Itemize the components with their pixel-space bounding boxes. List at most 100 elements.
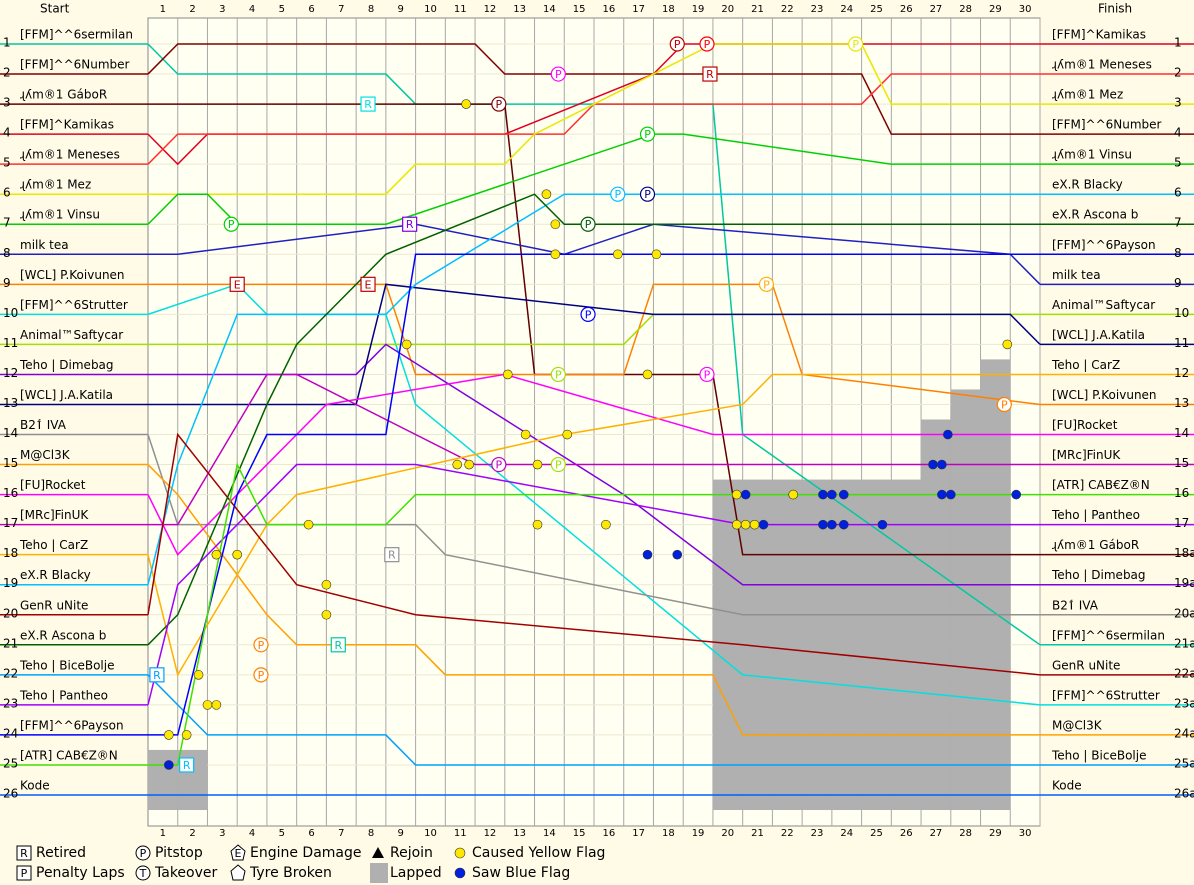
blue-flag [838,519,849,530]
start-position: 17 [3,516,18,530]
start-position: 20 [3,606,18,620]
lap-label: 28 [959,4,972,15]
start-name: Teho | CarZ [19,538,88,552]
start-name: [FFM]^Kamikas [20,118,114,132]
finish-name: [FU]Rocket [1052,418,1118,432]
yellow-flag [181,730,192,740]
start-name: [FFM]^^6Strutter [20,298,128,312]
pitstop-marker [550,366,566,383]
yellow-flag [651,249,662,260]
start-name: [FFM]^^6Number [20,58,130,72]
event-symbol: P [228,218,235,231]
lap-label: 10 [424,828,437,839]
yellow-flag [788,489,799,500]
yellow-flag [601,519,611,530]
start-position: 10 [3,306,18,320]
lap-label: 10 [424,4,437,15]
yellow-flag [731,519,742,530]
start-position: 23 [3,696,18,710]
lap-label: 5 [279,4,285,15]
position-line [148,343,1040,586]
lap-label: 25 [870,828,883,839]
finish-position: 12 [1174,366,1189,380]
yellow-flag [550,219,561,230]
legend: R Retired P Penalty Laps P Pitstop T Takeover E E… [16,844,605,883]
finish-name: Teho | Pantheo [1051,508,1140,522]
event-symbol: P [644,128,651,141]
lap-label: 6 [308,828,314,839]
finish-name: ɻʎm®1 Mez [1052,88,1123,102]
position-line [147,432,1041,676]
finish-position: 23a [1174,696,1194,710]
event-symbol: P [674,38,681,51]
event-symbol: R [334,639,342,652]
start-position: 5 [3,156,11,170]
event-symbol: P [496,459,503,472]
lapped-bar [891,479,922,811]
lap-label: 23 [811,828,824,839]
pitstop-marker [253,637,269,653]
lap-label: 25 [870,4,883,15]
blue-flag [945,489,956,500]
blue-flag [928,459,938,470]
event-symbol: R [364,98,372,111]
pitstop-marker [491,96,507,112]
event-symbol: P [704,38,711,51]
pitstop-marker [848,36,864,52]
finish-name: milk tea [1052,268,1101,282]
finish-name: [ATR] CAB€Z®N [1052,478,1150,492]
finish-position: 8 [1174,246,1182,260]
event-symbol: P [704,368,711,381]
start-position: 4 [3,126,11,140]
start-name: eX.R Ascona b [20,628,106,642]
start-position: 1 [3,36,11,50]
position-line [147,674,1040,766]
lap-label: 11 [454,4,467,15]
finish-position: 2 [1174,66,1182,80]
finish-position: 9 [1174,276,1182,290]
finish-name: Teho | Dimebag [1051,568,1146,582]
pitstop-marker [610,186,626,202]
lap-label: 2 [189,828,195,839]
lap-label: 26 [900,4,913,15]
start-name: Teho | BiceBolje [19,658,114,672]
start-name: Animal™Saftycar [20,328,123,342]
lap-label: 8 [368,828,374,839]
lap-label: 24 [840,4,853,15]
legend-icon [454,847,466,859]
lap-label: 15 [573,4,586,15]
yellow-flag [1002,339,1013,350]
lap-label: 21 [751,828,764,839]
pitstop-marker [580,216,596,232]
lap-label: 22 [781,828,794,839]
lap-label: 12 [484,4,497,15]
event-symbol: E [365,278,372,291]
finish-name: [MRc]FinUK [1052,448,1121,462]
pitstop-marker [580,306,596,322]
blue-flag [838,489,849,500]
finish-header: Finish [1098,2,1132,16]
start-header: Start [40,2,70,16]
start-name: B2ٲ IVA [20,418,67,432]
finish-position: 13 [1174,396,1189,410]
position-lines [0,43,1194,796]
blue-flag [758,519,769,530]
lapped-bar [148,749,178,811]
finish-position: 22a [1174,666,1194,680]
yellow-flag [401,339,412,350]
yellow-flag [502,369,513,380]
start-position: 9 [3,276,11,290]
pitstop-marker [758,276,775,292]
lap-label: 22 [781,4,794,15]
retired-marker [702,66,718,82]
finish-position: 3 [1174,96,1182,110]
retired-marker [330,637,346,653]
blue-flag [818,519,828,530]
legend-label: Rejoin [390,845,433,861]
start-name: Teho | Dimebag [19,358,114,372]
lap-label: 18 [662,828,675,839]
yellow-flag [464,459,474,470]
finish-name: Animal™Saftycar [1052,298,1155,312]
pitstop-marker [699,366,715,383]
finish-position: 1 [1174,36,1182,50]
